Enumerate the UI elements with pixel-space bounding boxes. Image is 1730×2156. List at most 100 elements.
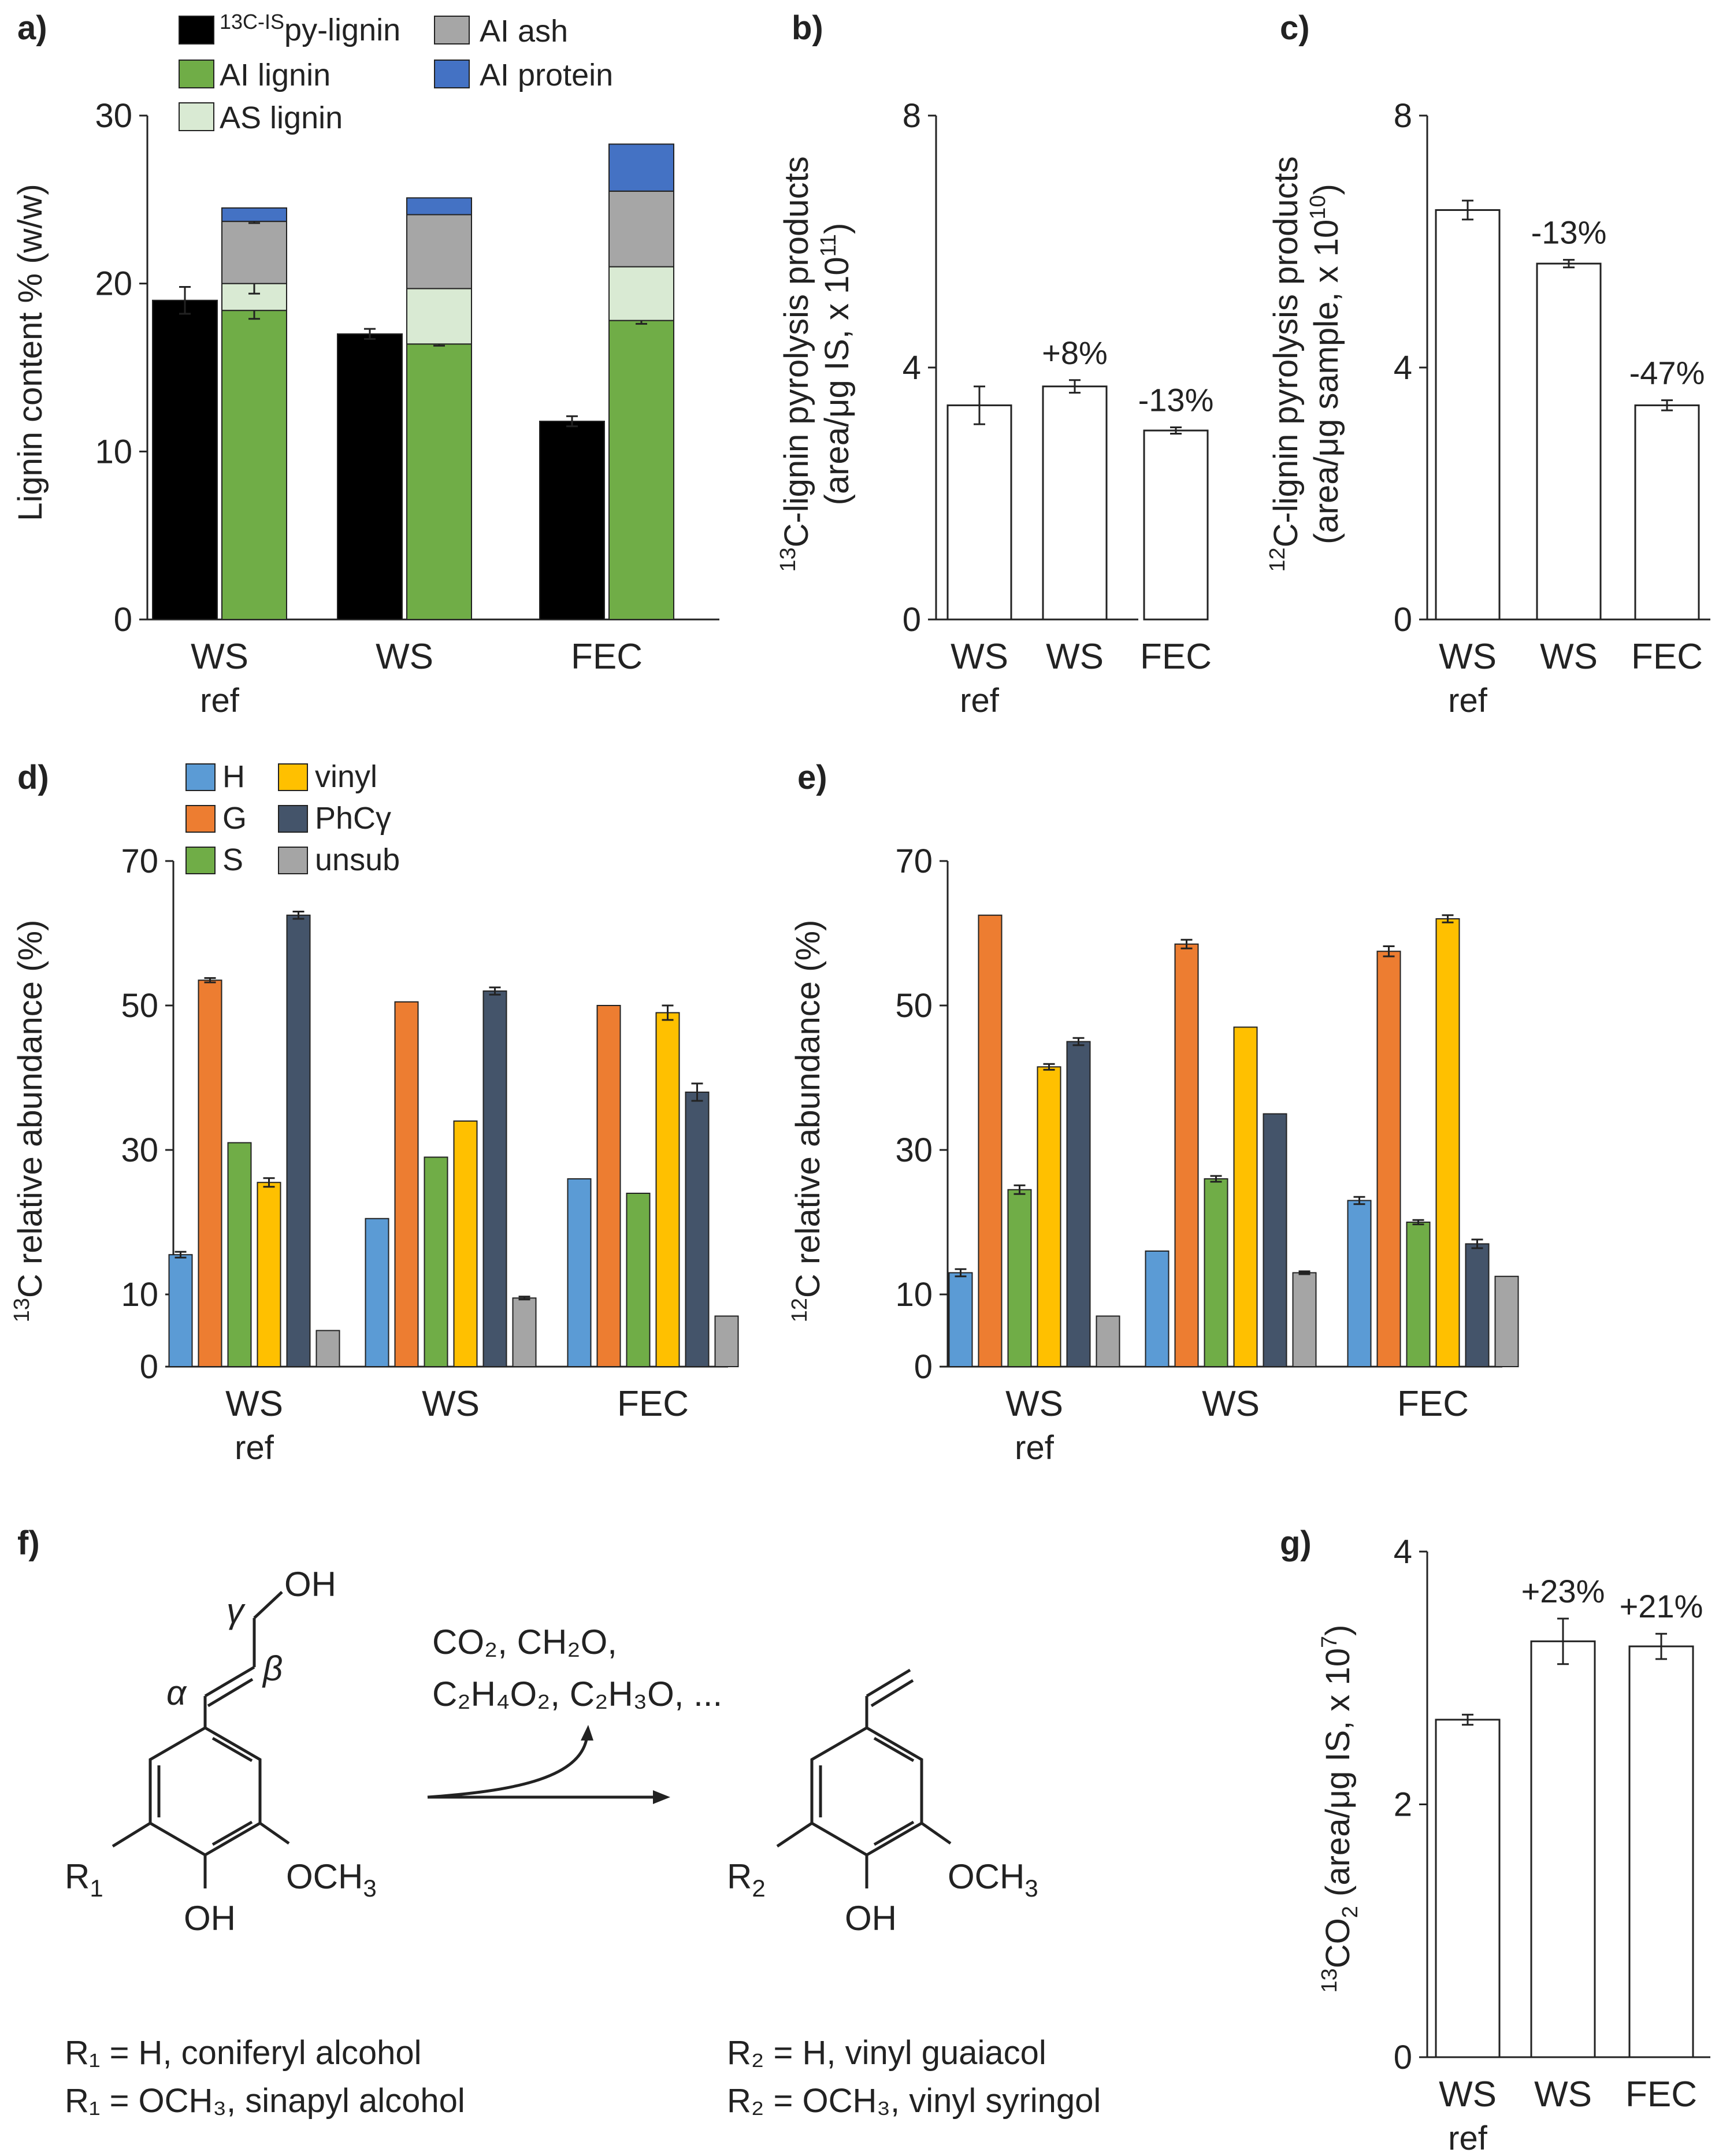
bar-segment-prot	[406, 197, 472, 216]
panel-d-category-label: WS	[225, 1384, 283, 1424]
panel-c-percent-label: -47%	[1629, 355, 1705, 391]
note-left-1: R₁ = H, coniferyl alcohol	[65, 2034, 422, 2072]
panel-d-bar-vinyl	[655, 1012, 680, 1367]
legend-swatch-vinyl	[278, 763, 308, 791]
panel-b-bar	[1143, 429, 1209, 621]
panel-g-ytick-label: 4	[1394, 1533, 1412, 1571]
panel-e-bar-s	[1204, 1178, 1228, 1367]
panel-e-ylabel: 12C relative abundance (%)	[788, 920, 827, 1323]
bar-segment-prot	[608, 143, 674, 192]
chart-panel-e: 12C relative abundance (%) 0 10 30 50 70 WS r…	[788, 843, 1519, 1467]
bar-segment-asl	[406, 288, 472, 345]
legend-swatch-ai-lignin	[179, 60, 214, 88]
panel-e-bar-vinyl	[1037, 1066, 1061, 1367]
panel-b-percent-label: +8%	[1042, 335, 1108, 371]
panel-label-b: b)	[792, 9, 823, 47]
bond-r1	[112, 1821, 151, 1848]
panel-g-bar	[1530, 1640, 1596, 2058]
chart-panel-g: 13CO2 (area/μg IS, x 107) 0 2 4 +23% +21% W…	[1317, 1533, 1710, 2156]
panel-d-bar-phc	[482, 990, 507, 1367]
label-och3-left: OCH3	[286, 1857, 377, 1902]
panel-d-ylabel: 13C relative abundance (%)	[10, 920, 49, 1323]
bar-segment-ash	[221, 221, 287, 284]
legend-swatch-g	[185, 805, 216, 833]
panel-a-ytick-label: 30	[95, 97, 132, 135]
panel-d-ytick-label: 0	[140, 1348, 158, 1386]
panel-a-category-label: FEC	[571, 637, 643, 677]
products-line-2: C₂H₄O₂, C₂H₃O, ...	[432, 1675, 722, 1713]
panel-e-ytick-label: 30	[895, 1131, 933, 1169]
bar-segment-ail	[221, 310, 287, 620]
panel-d-bar-h	[365, 1218, 389, 1367]
bar-py-lignin	[152, 299, 218, 620]
panel-d-bar-vinyl	[453, 1120, 478, 1367]
legend-swatch-as-lignin	[179, 102, 214, 131]
ring-double-bond-right-3	[873, 1820, 915, 1846]
panel-a-category-label: WS	[376, 637, 433, 677]
panel-e-bar-vinyl	[1233, 1026, 1258, 1367]
panel-e-bar-s	[1406, 1222, 1431, 1367]
label-gamma: γ	[227, 1591, 246, 1630]
panel-b-percent-label: -13%	[1138, 382, 1214, 418]
bond-r2	[776, 1821, 813, 1848]
panel-g-ylabel: 13CO2 (area/μg IS, x 107)	[1317, 1625, 1363, 1993]
legend-label-ai-protein: AI protein	[480, 58, 613, 92]
panel-b-ytick-label: 4	[903, 349, 921, 387]
panel-e-ytick-label: 10	[895, 1276, 933, 1313]
panel-d-ytick-label: 50	[121, 987, 158, 1025]
panel-e-bar-h	[1347, 1200, 1372, 1367]
panel-d-bar-vinyl	[257, 1182, 281, 1367]
bond-och3-right	[920, 1821, 952, 1845]
panel-b-category-label: WS	[1046, 637, 1104, 677]
panel-label-a: a)	[17, 9, 47, 47]
vinyl-bond-2	[866, 1668, 911, 1698]
label-oh-right: OH	[845, 1899, 897, 1938]
label-och3-right: OCH3	[948, 1857, 1038, 1902]
panel-e-ytick-label: 50	[895, 987, 933, 1025]
panel-label-f: f)	[17, 1524, 40, 1562]
panel-e-bar-unsub	[1096, 1315, 1120, 1367]
panel-label-d: d)	[17, 759, 49, 796]
panel-e-bar-g	[978, 914, 1003, 1367]
chart-panel-a: Lignin content % (w/w) 0 10 20 30 WS ref WS FE…	[12, 10, 719, 719]
panel-e-category-sublabel: ref	[1015, 1429, 1055, 1467]
panel-g-bar	[1628, 1645, 1694, 2058]
panel-c-bar	[1634, 404, 1700, 621]
panel-e-bar-phc	[1263, 1113, 1287, 1367]
panel-a-category-label: WS	[191, 637, 248, 677]
chain-bond-gamma-oh	[253, 1591, 283, 1619]
label-r2: R2	[727, 1857, 766, 1902]
panel-c-bar	[1435, 209, 1501, 621]
panel-d-legend: H vinyl G PhCγ S unsub	[185, 759, 400, 877]
panel-b-category-label: WS	[951, 637, 1008, 677]
panel-g-ytick-label: 2	[1394, 1786, 1412, 1824]
panel-b-ylabel-line1: 13C-lignin pyrolysis products	[776, 156, 815, 572]
label-beta: β	[262, 1649, 283, 1688]
panel-e-bar-h	[948, 1272, 973, 1367]
chart-panel-d: 13C relative abundance (%) 0 10 30 50 70 WS r…	[10, 759, 739, 1467]
label-oh-left: OH	[184, 1899, 236, 1938]
note-right-1: R₂ = H, vinyl guaiacol	[727, 2034, 1046, 2072]
bar-segment-ail	[406, 343, 472, 620]
benzene-ring-right	[810, 1726, 923, 1857]
panel-d-bar-g	[394, 1001, 419, 1367]
legend-label-ai-lignin: AI lignin	[220, 58, 331, 92]
panel-d-bar-h	[567, 1178, 592, 1367]
legend-label-ai-ash: AI ash	[480, 14, 568, 49]
panel-a-ytick-label: 10	[95, 433, 132, 470]
panel-g-category-label: WS	[1534, 2075, 1592, 2114]
panel-e-category-label: FEC	[1397, 1384, 1469, 1424]
panel-b-category-sublabel: ref	[960, 682, 1000, 719]
chain-bond-alpha-beta	[204, 1665, 255, 1698]
label-oh-top: OH	[284, 1565, 336, 1604]
panel-e-bar-g	[1174, 943, 1199, 1367]
panel-c-ytick-label: 0	[1394, 601, 1412, 639]
panel-e-bar-phc	[1465, 1243, 1490, 1367]
panel-c-category-label: WS	[1540, 637, 1598, 677]
panel-d-bar-g	[596, 1005, 621, 1367]
panel-g-percent-label: +21%	[1620, 1588, 1703, 1624]
panel-a-ytick-label: 20	[95, 265, 132, 303]
panel-e-category-label: WS	[1005, 1384, 1063, 1424]
panel-d-ytick-label: 10	[121, 1276, 158, 1313]
panel-d-bar-unsub	[315, 1330, 340, 1367]
